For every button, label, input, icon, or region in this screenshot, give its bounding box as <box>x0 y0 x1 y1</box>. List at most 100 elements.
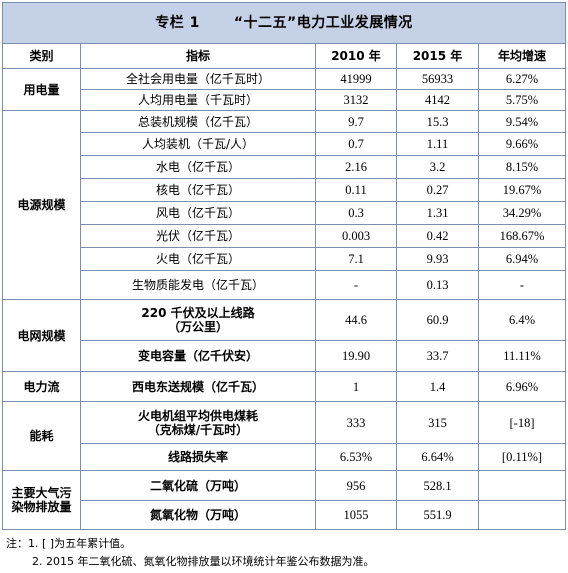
value-2015: 60.9 <box>396 299 479 341</box>
value-growth: 6.94% <box>477 247 567 271</box>
group-energy-consumption: 能耗 <box>2 401 81 471</box>
group-air-pollutant-emissions: 主要大气污 染物排放量 <box>2 470 81 530</box>
value-2010: 333 <box>315 401 397 444</box>
table-row: 水电（亿千瓦） 2.16 3.2 8.15% <box>3 155 567 179</box>
table-row: 核电（亿千瓦） 0.11 0.27 19.67% <box>3 178 567 202</box>
indicator-cell: 光伏（亿千瓦） <box>80 224 316 248</box>
table-row: 电源规模 总装机规模（亿千瓦） 9.7 15.3 9.54% <box>2 110 567 300</box>
indicator-cell: 220 千伏及以上线路 （万公里） <box>80 299 316 341</box>
indicator-cell: 人均用电量（千瓦时） <box>80 89 316 111</box>
indicator-line-2: （万公里） <box>167 320 228 334</box>
table-row: 生物质能发电（亿千瓦） - 0.13 - <box>3 270 567 300</box>
indicator-cell: 火电（亿千瓦） <box>80 247 316 271</box>
value-2015: 1.4 <box>396 371 479 402</box>
indicator-cell: 西电东送规模（亿千瓦） <box>80 371 316 402</box>
value-growth: 11.11% <box>477 340 567 372</box>
value-2010: 1 <box>315 371 397 402</box>
value-2010: 0.7 <box>315 132 397 156</box>
value-growth: 5.75% <box>477 89 567 111</box>
indicator-cell: 火电机组平均供电煤耗 （克标煤/千瓦时） <box>80 401 316 444</box>
table-title-row: 专栏 1 “十二五”电力工业发展情况 <box>1 2 567 44</box>
indicator-cell: 风电（亿千瓦） <box>80 201 316 225</box>
value-2010: - <box>315 270 397 300</box>
value-2015: 0.42 <box>396 224 479 248</box>
value-2015: 9.93 <box>396 247 479 271</box>
value-growth <box>477 470 567 501</box>
table-row: 人均装机（千瓦/人） 0.7 1.11 9.66% <box>3 132 567 156</box>
table-row: 氮氧化物（万吨） 1055 551.9 <box>3 500 567 530</box>
value-2015: 6.64% <box>396 443 479 471</box>
indicator-line-1: 220 千伏及以上线路 <box>141 306 255 320</box>
title-prefix: 专栏 1 <box>155 15 200 31</box>
value-growth: - <box>477 270 567 300</box>
value-growth: [-18] <box>477 401 567 444</box>
value-2015: 4142 <box>396 89 479 111</box>
value-2010: 7.1 <box>315 247 397 271</box>
header-2015: 2015 年 <box>396 43 479 69</box>
value-2015: 3.2 <box>396 155 479 179</box>
power-industry-table: 专栏 1 “十二五”电力工业发展情况 类别 指标 2010 年 2015 年 年均… <box>1 2 567 530</box>
value-2010: 2.16 <box>315 155 397 179</box>
value-growth: [0.11%] <box>477 443 567 471</box>
indicator-cell: 变电容量（亿千伏安） <box>80 340 316 372</box>
value-growth <box>477 500 567 530</box>
value-2015: 551.9 <box>396 500 479 530</box>
value-growth: 34.29% <box>477 201 567 225</box>
table-row: 电网规模 220 千伏及以上线路 （万公里） 44.6 60.9 6.4% <box>2 299 567 372</box>
value-2010: 19.90 <box>315 340 397 372</box>
value-2010: 3132 <box>315 89 397 111</box>
note-2: 2. 2015 年二氧化硫、氮氧化物排放量以环境统计年鉴公布数据为准。 <box>32 555 375 568</box>
header-row: 类别 指标 2010 年 2015 年 年均增速 <box>2 43 567 69</box>
indicator-cell: 人均装机（千瓦/人） <box>80 132 316 156</box>
table-row: 主要大气污 染物排放量 二氧化硫（万吨） 956 528.1 <box>2 470 567 530</box>
indicator-cell: 核电（亿千瓦） <box>80 178 316 202</box>
table-title: 专栏 1 “十二五”电力工业发展情况 <box>1 2 567 44</box>
table-row: 风电（亿千瓦） 0.3 1.31 34.29% <box>3 201 567 225</box>
group-power-flow: 电力流 <box>2 371 81 402</box>
indicator-cell: 二氧化硫（万吨） <box>80 470 316 501</box>
table-row: 变电容量（亿千伏安） 19.90 33.7 11.11% <box>3 340 567 372</box>
value-2015: 1.11 <box>396 132 479 156</box>
indicator-line-2: （克标煤/千瓦时） <box>147 422 249 437</box>
value-2010: 0.3 <box>315 201 397 225</box>
table-row: 火电（亿千瓦） 7.1 9.93 6.94% <box>3 247 567 271</box>
value-growth: 168.67% <box>477 224 567 248</box>
table-row: 光伏（亿千瓦） 0.003 0.42 168.67% <box>3 224 567 248</box>
value-2015: 1.31 <box>396 201 479 225</box>
value-growth: 6.27% <box>477 68 567 90</box>
title-text: “十二五”电力工业发展情况 <box>233 15 413 31</box>
header-category: 类别 <box>2 43 81 69</box>
value-2015: 528.1 <box>396 470 479 501</box>
table-row: 人均用电量（千瓦时） 3132 4142 5.75% <box>3 89 567 111</box>
value-growth: 6.4% <box>477 299 567 341</box>
value-2010: 956 <box>315 470 397 501</box>
group-line-2: 染物排放量 <box>11 500 72 514</box>
indicator-line-1: 火电机组平均供电煤耗 <box>137 408 258 423</box>
group-grid-scale: 电网规模 <box>2 299 81 372</box>
indicator-cell: 总装机规模（亿千瓦） <box>80 110 316 133</box>
value-2010: 1055 <box>315 500 397 530</box>
value-2015: 0.27 <box>396 178 479 202</box>
value-2015: 0.13 <box>396 270 479 300</box>
value-2015: 33.7 <box>396 340 479 372</box>
value-2015: 56933 <box>396 68 479 90</box>
indicator-cell: 线路损失率 <box>80 443 316 471</box>
table-row: 电力流 西电东送规模（亿千瓦） 1 1.4 6.96% <box>2 371 567 402</box>
value-growth: 9.54% <box>477 110 567 133</box>
value-2010: 9.7 <box>315 110 397 133</box>
value-2010: 41999 <box>315 68 397 90</box>
value-growth: 8.15% <box>477 155 567 179</box>
indicator-cell: 全社会用电量（亿千瓦时） <box>80 68 316 90</box>
value-2010: 6.53% <box>315 443 397 471</box>
table-notes: 注：1. [ ]为五年累计值。 2. 2015 年二氧化硫、氮氧化物排放量以环境… <box>6 535 562 571</box>
note-1: 注：1. [ ]为五年累计值。 <box>6 537 132 550</box>
value-2015: 15.3 <box>396 110 479 133</box>
group-power-source-scale: 电源规模 <box>2 110 81 300</box>
value-2010: 0.003 <box>315 224 397 248</box>
table-row: 能耗 火电机组平均供电煤耗 （克标煤/千瓦时） 333 315 [-18] <box>2 401 567 471</box>
value-growth: 19.67% <box>477 178 567 202</box>
indicator-cell: 氮氧化物（万吨） <box>80 500 316 530</box>
group-line-1: 主要大气污 <box>11 486 72 500</box>
value-growth: 6.96% <box>477 371 567 402</box>
table-row: 线路损失率 6.53% 6.64% [0.11%] <box>3 443 567 471</box>
